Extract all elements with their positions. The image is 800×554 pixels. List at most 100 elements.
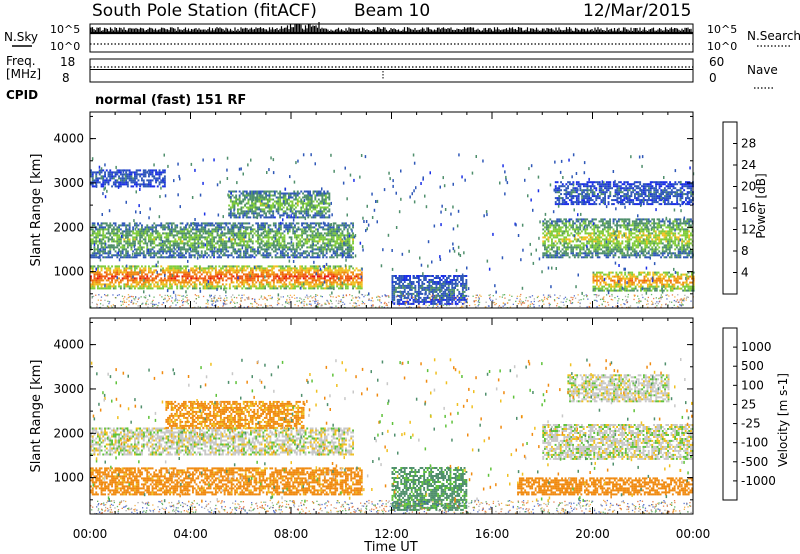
echo-cell	[267, 283, 270, 286]
echo-cell	[355, 287, 358, 290]
echo-cell	[188, 224, 191, 227]
echo-cell	[276, 234, 279, 237]
echo-cell	[206, 232, 208, 235]
echo-cell	[291, 212, 294, 215]
echo-cell	[320, 246, 323, 249]
echo-cell	[252, 214, 255, 217]
echo-cell	[102, 228, 105, 231]
echo-cell	[449, 275, 452, 277]
echo-cell	[565, 250, 567, 253]
echo-cell	[324, 202, 327, 205]
echo-cell	[304, 281, 307, 284]
echo-cell	[107, 252, 110, 255]
echo-cell	[339, 254, 342, 257]
echo-cell	[156, 185, 159, 188]
echo-cell	[424, 279, 427, 281]
echo-cell	[220, 287, 222, 290]
echo-cell	[318, 277, 321, 280]
echo-cell	[542, 228, 545, 231]
echo-cell	[279, 279, 282, 282]
echo-cell	[290, 275, 293, 278]
echo-cell	[225, 265, 228, 268]
echo-cell	[265, 232, 268, 235]
echo-cell	[316, 265, 319, 268]
echo-cell	[239, 252, 242, 255]
echo-cell	[193, 269, 196, 272]
echo-cell	[170, 230, 173, 233]
echo-cell	[421, 300, 424, 303]
echo-cell	[238, 190, 241, 193]
echo-cell	[216, 252, 219, 255]
echo-cell	[465, 298, 468, 301]
echo-cell	[410, 288, 413, 291]
echo-cell	[461, 286, 464, 289]
echo-cell	[177, 265, 180, 268]
echo-cell	[162, 226, 164, 229]
echo-cell	[350, 250, 353, 253]
echo-cell	[93, 287, 96, 290]
echo-cell	[254, 198, 257, 201]
echo-cell	[237, 244, 240, 247]
echo-cell	[270, 210, 273, 213]
echo-cell	[313, 275, 316, 278]
echo-cell	[319, 212, 322, 215]
echo-cell	[433, 282, 436, 285]
echo-cell	[559, 228, 562, 231]
echo-cell	[419, 279, 422, 281]
echo-cell	[104, 234, 106, 237]
echo-cell	[290, 222, 293, 225]
echo-cell	[233, 216, 236, 219]
echo-cell	[126, 244, 129, 247]
echo-cell	[118, 283, 120, 286]
echo-cell	[294, 269, 296, 272]
echo-cell	[556, 252, 559, 255]
echo-cell	[93, 224, 96, 227]
echo-cell	[165, 232, 168, 235]
echo-cell	[170, 248, 173, 251]
echo-cell	[241, 269, 244, 272]
echo-cell	[246, 228, 249, 231]
echo-cell	[306, 279, 309, 282]
echo-cell	[172, 234, 175, 237]
echo-cell	[242, 198, 245, 201]
echo-cell	[330, 277, 333, 280]
echo-cell	[107, 254, 110, 257]
echo-cell	[195, 236, 198, 239]
echo-cell	[125, 232, 128, 235]
echo-cell	[126, 232, 129, 235]
echo-cell	[158, 224, 161, 227]
echo-cell	[118, 265, 120, 268]
echo-cell	[311, 285, 314, 288]
echo-cell	[391, 286, 394, 289]
echo-cell	[126, 256, 129, 259]
echo-cell	[275, 190, 278, 193]
echo-cell	[209, 256, 212, 259]
echo-cell	[329, 242, 332, 245]
echo-cell	[453, 292, 455, 295]
echo-cell	[206, 271, 208, 274]
echo-cell	[260, 254, 263, 257]
echo-cell	[281, 192, 283, 195]
echo-cell	[244, 230, 247, 233]
echo-cell	[246, 267, 249, 270]
echo-cell	[109, 179, 112, 182]
echo-cell	[328, 202, 331, 205]
echo-cell	[279, 271, 282, 274]
echo-cell	[119, 232, 122, 235]
echo-cell	[289, 194, 292, 197]
echo-cell	[264, 236, 266, 239]
echo-cell	[421, 281, 424, 283]
echo-cell	[104, 252, 106, 255]
echo-cell	[343, 279, 346, 282]
echo-cell	[338, 254, 340, 257]
echo-cell	[188, 273, 191, 276]
echo-cell	[421, 284, 424, 287]
echo-cell	[149, 226, 152, 229]
echo-cell	[200, 252, 203, 255]
echo-cell	[304, 252, 307, 255]
echo-cell	[258, 287, 261, 290]
echo-cell	[207, 248, 210, 251]
echo-cell	[288, 275, 291, 278]
echo-cell	[220, 240, 222, 243]
echo-cell	[165, 252, 168, 255]
